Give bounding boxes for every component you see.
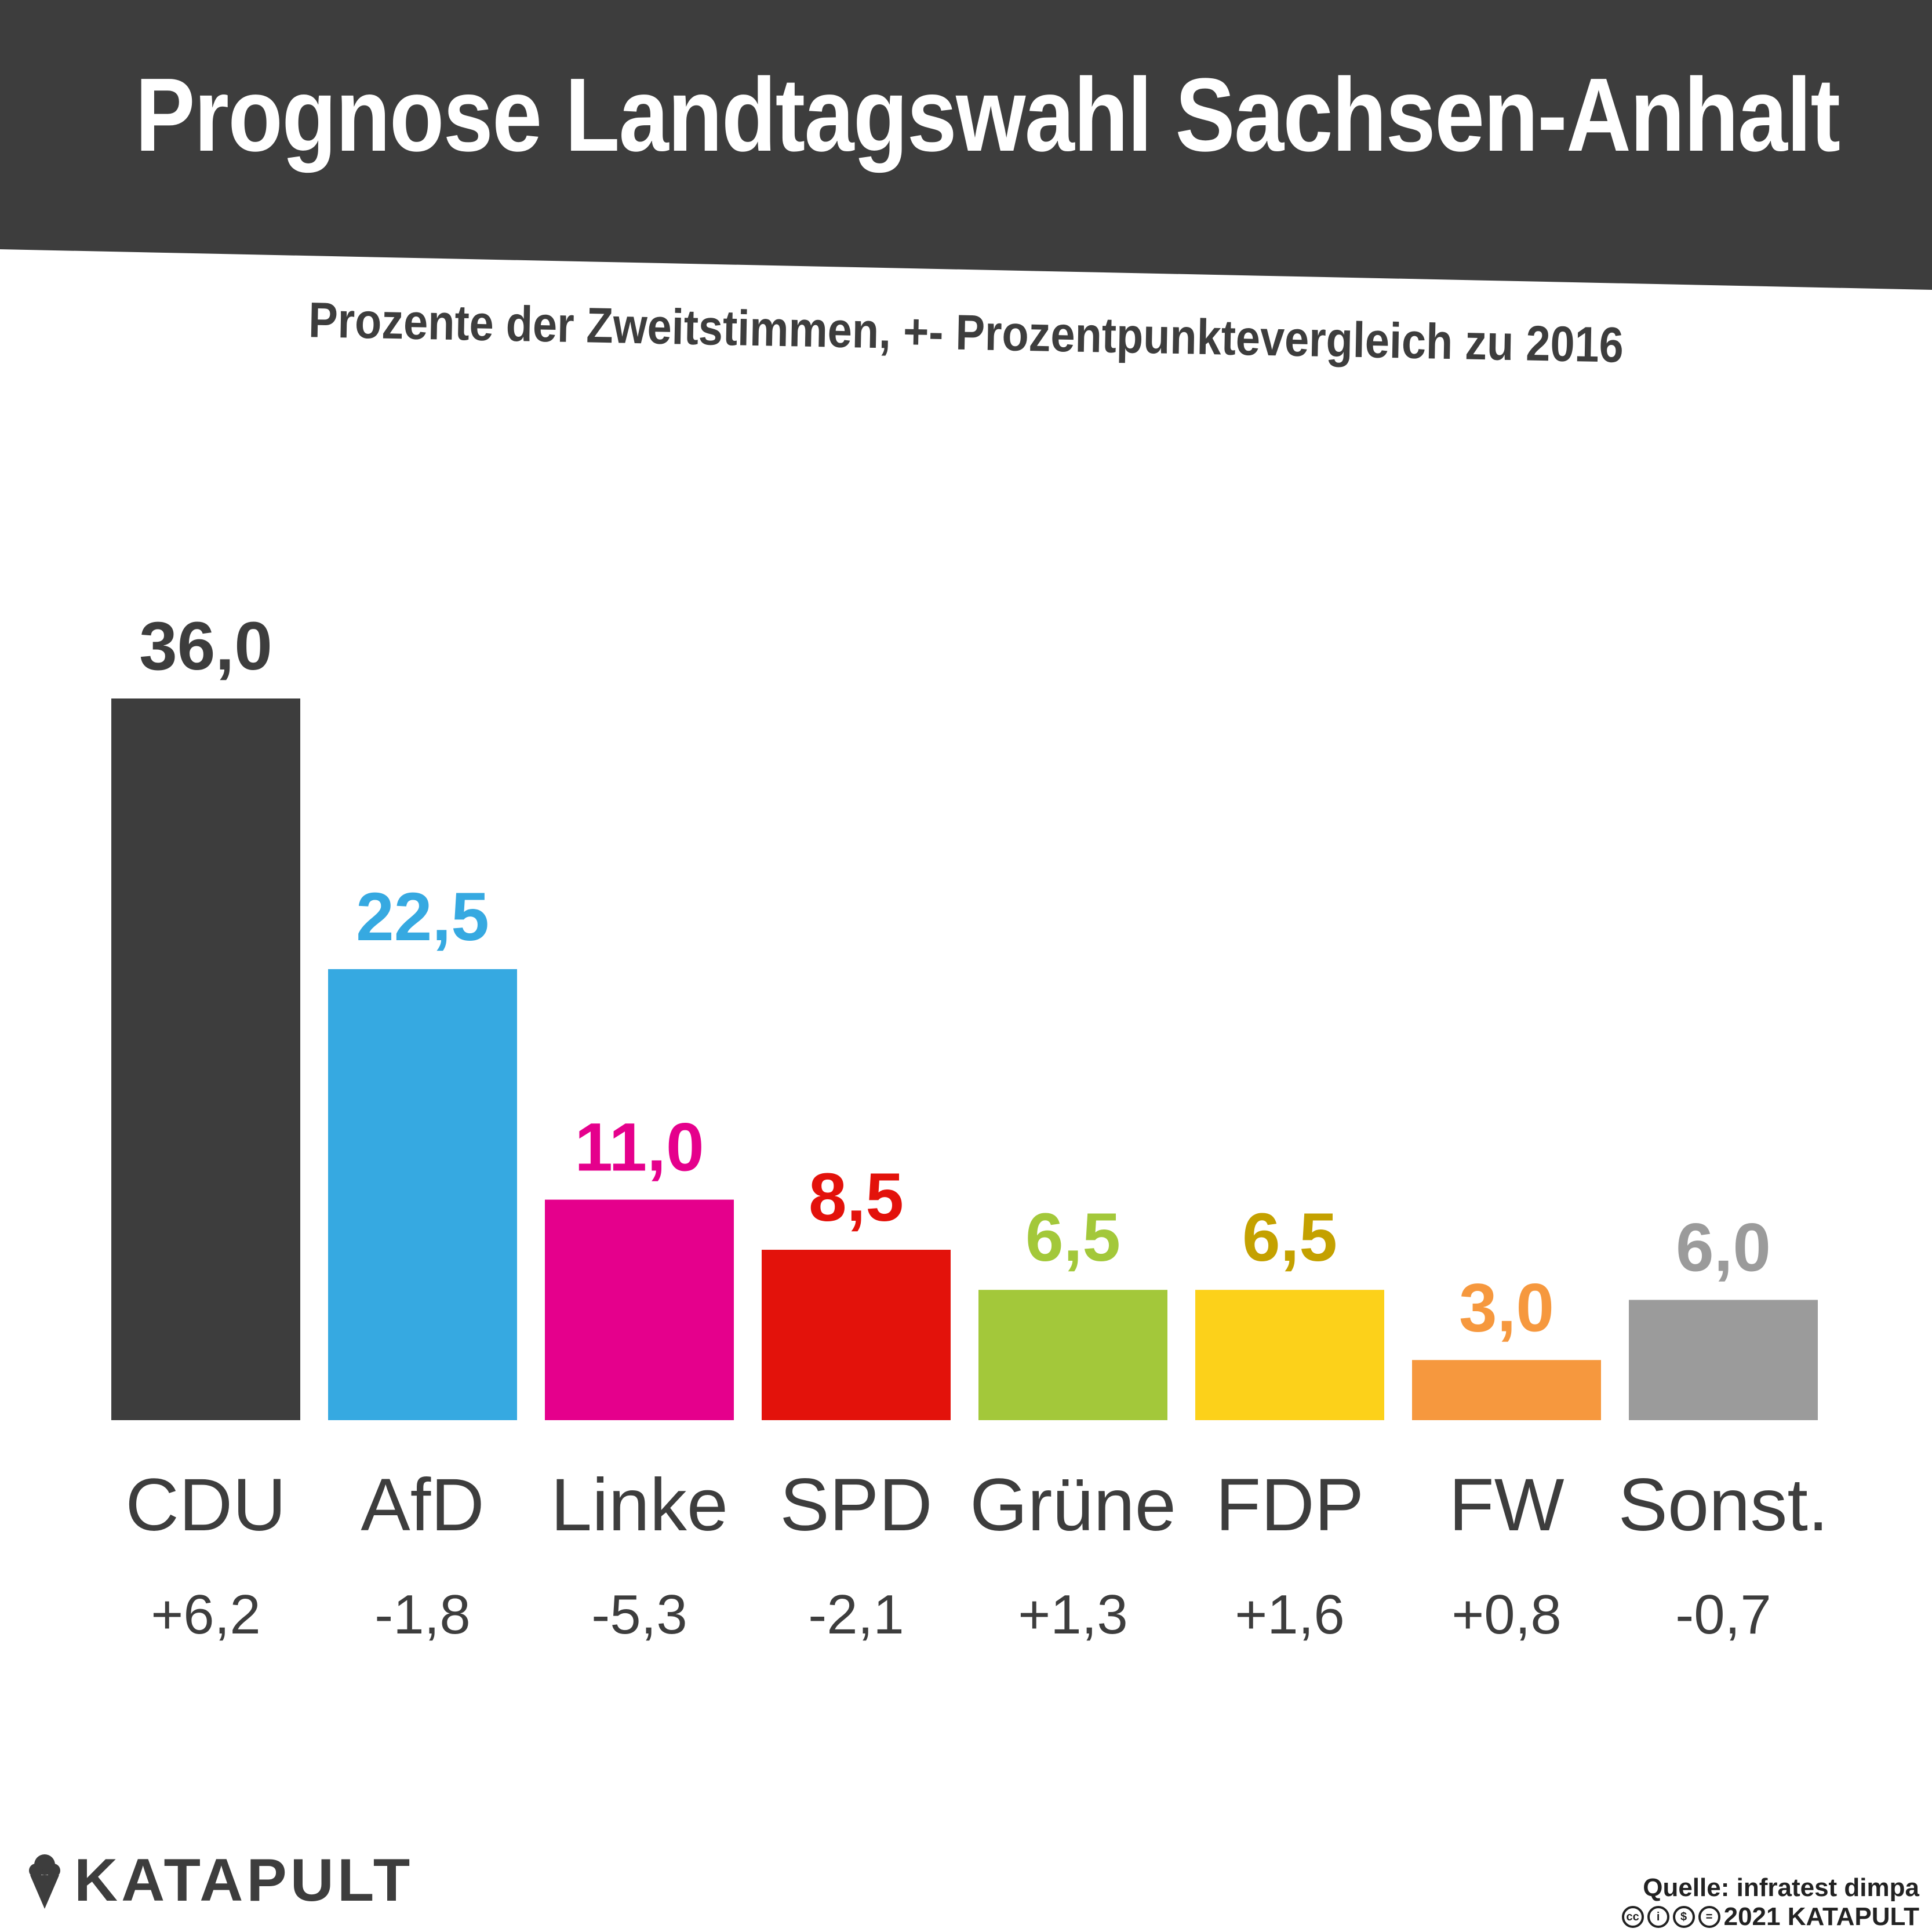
footer-credits: Quelle: infratest dimpa cc i $ = 2021 KA…	[1621, 1873, 1919, 1931]
bar-fdp	[1195, 1290, 1384, 1420]
value-label: 22,5	[356, 879, 489, 955]
bar-grne	[978, 1290, 1167, 1420]
logo-text: KATAPULT	[74, 1847, 414, 1914]
chart-title: Prognose Landtagswahl Sachsen-Anhalt	[135, 57, 1840, 173]
nd-icon: =	[1698, 1906, 1720, 1928]
category-label: AfD	[361, 1464, 484, 1547]
ice-cream-icon	[29, 1854, 60, 1909]
by-icon: i	[1647, 1906, 1669, 1928]
value-label: 6,5	[1242, 1199, 1337, 1276]
value-label: 36,0	[139, 608, 272, 685]
change-label: -2,1	[808, 1584, 904, 1646]
category-label: Linke	[551, 1464, 728, 1547]
value-label: 8,5	[809, 1159, 904, 1236]
category-label: Grüne	[970, 1464, 1176, 1547]
change-label: +1,3	[1018, 1584, 1128, 1646]
category-label: SPD	[780, 1464, 932, 1547]
katapult-logo: KATAPULT	[28, 1846, 413, 1915]
value-label: 11,0	[574, 1109, 704, 1186]
change-label: -1,8	[374, 1584, 470, 1646]
value-label: 6,0	[1676, 1210, 1771, 1286]
header-banner	[0, 0, 1932, 290]
bar-sonst	[1629, 1300, 1818, 1420]
bar-fw	[1412, 1360, 1601, 1420]
change-label: +6,2	[151, 1584, 261, 1646]
category-label: Sonst.	[1618, 1464, 1829, 1547]
bar-linke	[545, 1199, 734, 1420]
cc-icon: cc	[1621, 1906, 1644, 1928]
bar-cdu	[111, 698, 300, 1420]
value-label: 6,5	[1025, 1199, 1120, 1276]
change-label: +0,8	[1451, 1584, 1562, 1646]
bar-spd	[762, 1250, 951, 1420]
category-label: FDP	[1216, 1464, 1364, 1547]
change-label: -0,7	[1675, 1584, 1771, 1646]
bar-afd	[328, 969, 517, 1420]
category-label: FW	[1449, 1464, 1564, 1547]
category-label: CDU	[125, 1464, 286, 1547]
nc-icon: $	[1672, 1906, 1695, 1928]
change-label: +1,6	[1235, 1584, 1345, 1646]
value-label: 3,0	[1459, 1269, 1554, 1346]
copyright-text: 2021 KATAPULT	[1723, 1902, 1919, 1931]
source-text: Quelle: infratest dimpa	[1643, 1873, 1919, 1902]
license-row: cc i $ = 2021 KATAPULT	[1621, 1902, 1919, 1931]
change-label: -5,3	[591, 1584, 687, 1646]
